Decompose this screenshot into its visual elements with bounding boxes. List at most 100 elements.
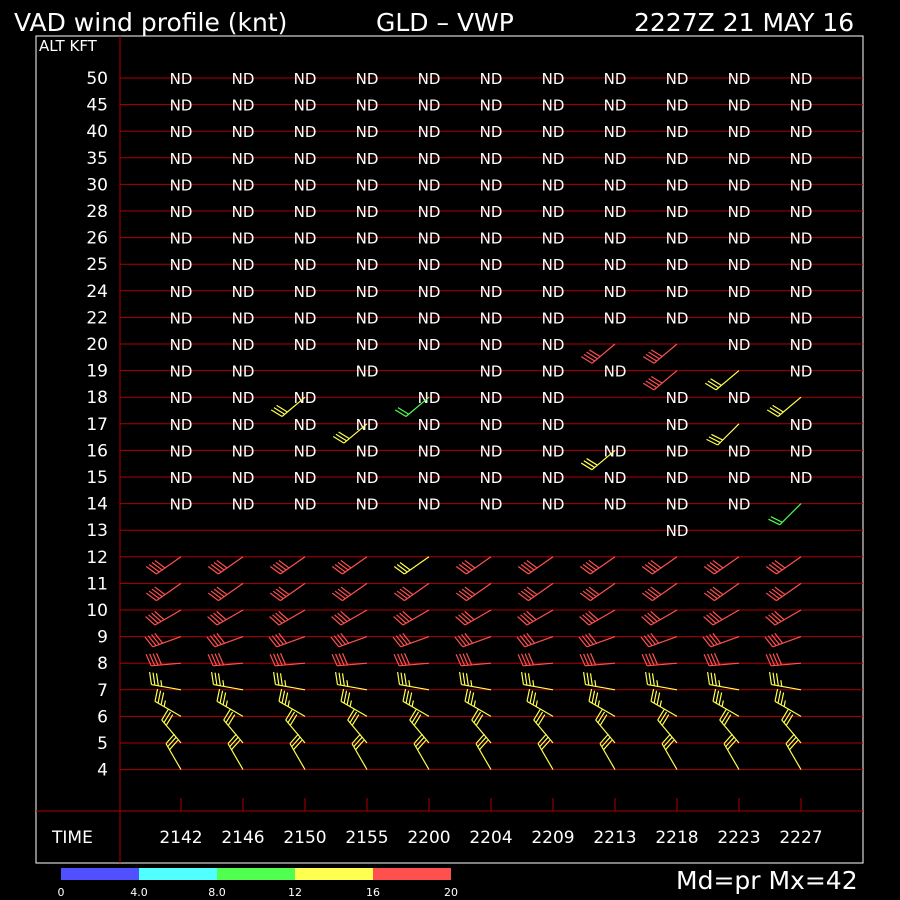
- wind-barb: [765, 582, 802, 602]
- legend-tick-label: 4.0: [130, 886, 148, 899]
- wind-barb: [216, 688, 244, 717]
- no-data-label: ND: [418, 203, 441, 221]
- wind-barb: [517, 653, 554, 667]
- wind-barb: [347, 708, 368, 744]
- no-data-label: ND: [480, 416, 503, 434]
- legend-mode-label: Md=pr Mx=42: [676, 866, 858, 895]
- no-data-label: ND: [790, 336, 813, 354]
- wind-barb: [599, 733, 616, 770]
- no-data-label: ND: [356, 442, 379, 460]
- no-data-label: ND: [232, 283, 255, 301]
- no-data-label: ND: [542, 230, 565, 248]
- altitude-label: 17: [86, 415, 108, 435]
- altitude-label: 9: [97, 628, 108, 648]
- legend-swatch: [217, 868, 295, 880]
- altitude-label: 26: [86, 229, 108, 249]
- no-data-label: ND: [666, 389, 689, 407]
- wind-barb: [641, 556, 678, 575]
- no-data-label: ND: [294, 176, 317, 194]
- wind-barb: [269, 582, 306, 602]
- altitude-axis-title: ALT KFT: [39, 37, 98, 55]
- wind-barb: [145, 653, 182, 667]
- no-data-label: ND: [480, 256, 503, 274]
- no-data-label: ND: [232, 469, 255, 487]
- wind-barb: [521, 671, 554, 691]
- wind-barb: [455, 582, 492, 602]
- wind-barb: [394, 396, 430, 417]
- no-data-label: ND: [480, 70, 503, 88]
- no-data-label: ND: [232, 203, 255, 221]
- wind-barb: [464, 688, 492, 717]
- no-data-label: ND: [294, 336, 317, 354]
- time-label: 2213: [593, 828, 636, 848]
- wind-barb: [340, 688, 368, 717]
- no-data-label: ND: [170, 123, 193, 141]
- no-data-label: ND: [232, 389, 255, 407]
- no-data-label: ND: [666, 442, 689, 460]
- wind-barb: [269, 653, 306, 667]
- no-data-label: ND: [294, 496, 317, 514]
- no-data-label: ND: [418, 496, 441, 514]
- altitude-label: 40: [86, 122, 108, 142]
- time-label: 2227: [779, 828, 822, 848]
- no-data-label: ND: [542, 150, 565, 168]
- wind-barb: [533, 708, 554, 744]
- wind-barb: [223, 708, 244, 744]
- no-data-label: ND: [170, 442, 193, 460]
- no-data-label: ND: [604, 150, 627, 168]
- no-data-label: ND: [170, 150, 193, 168]
- time-label: 2146: [221, 828, 264, 848]
- wind-barb: [211, 671, 244, 691]
- no-data-label: ND: [232, 309, 255, 327]
- no-data-label: ND: [666, 496, 689, 514]
- no-data-label: ND: [666, 309, 689, 327]
- altitude-label: 18: [86, 388, 108, 408]
- no-data-label: ND: [418, 336, 441, 354]
- altitude-label: 20: [86, 335, 108, 355]
- wind-barb: [145, 609, 182, 626]
- no-data-label: ND: [790, 123, 813, 141]
- no-data-label: ND: [666, 416, 689, 434]
- no-data-label: ND: [418, 150, 441, 168]
- altitude-label: 16: [86, 441, 108, 461]
- no-data-label: ND: [480, 363, 503, 381]
- wind-barb: [723, 733, 740, 770]
- no-data-label: ND: [728, 442, 751, 460]
- no-data-label: ND: [790, 469, 813, 487]
- no-data-label: ND: [666, 283, 689, 301]
- legend-tick-label: 0: [58, 886, 65, 899]
- wind-barb: [165, 733, 182, 770]
- no-data-label: ND: [232, 336, 255, 354]
- legend-swatch: [295, 868, 373, 880]
- wind-barb: [517, 582, 554, 602]
- altitude-labels: 5045403530282625242220191817161514131211…: [86, 69, 108, 781]
- no-data-label: ND: [728, 123, 751, 141]
- no-data-label: ND: [480, 309, 503, 327]
- wind-barb: [331, 556, 368, 575]
- legend-tick-label: 8.0: [208, 886, 226, 899]
- no-data-label: ND: [604, 230, 627, 248]
- no-data-label: ND: [542, 496, 565, 514]
- wind-barb: [588, 688, 616, 717]
- no-data-label: ND: [356, 70, 379, 88]
- no-data-label: ND: [542, 416, 565, 434]
- no-data-label: ND: [728, 336, 751, 354]
- no-data-label: ND: [294, 256, 317, 274]
- legend-tick-label: 12: [288, 886, 302, 899]
- wind-barb: [703, 556, 740, 575]
- wind-barb: [650, 688, 678, 717]
- no-data-label: ND: [604, 176, 627, 194]
- wind-barb: [285, 708, 306, 744]
- no-data-label: ND: [170, 389, 193, 407]
- no-data-labels: ND ND ND ND ND ND ND ND ND ND ND ND ND ND ND ND ND ND ND ND…: [170, 70, 813, 540]
- no-data-label: ND: [666, 150, 689, 168]
- wind-barb: [471, 708, 492, 744]
- wind-barb: [641, 582, 678, 602]
- no-data-label: ND: [356, 496, 379, 514]
- no-data-label: ND: [728, 150, 751, 168]
- wind-barb: [645, 671, 678, 691]
- wind-barb: [719, 708, 740, 744]
- wind-barb: [702, 632, 740, 648]
- wind-barbs: [144, 343, 802, 770]
